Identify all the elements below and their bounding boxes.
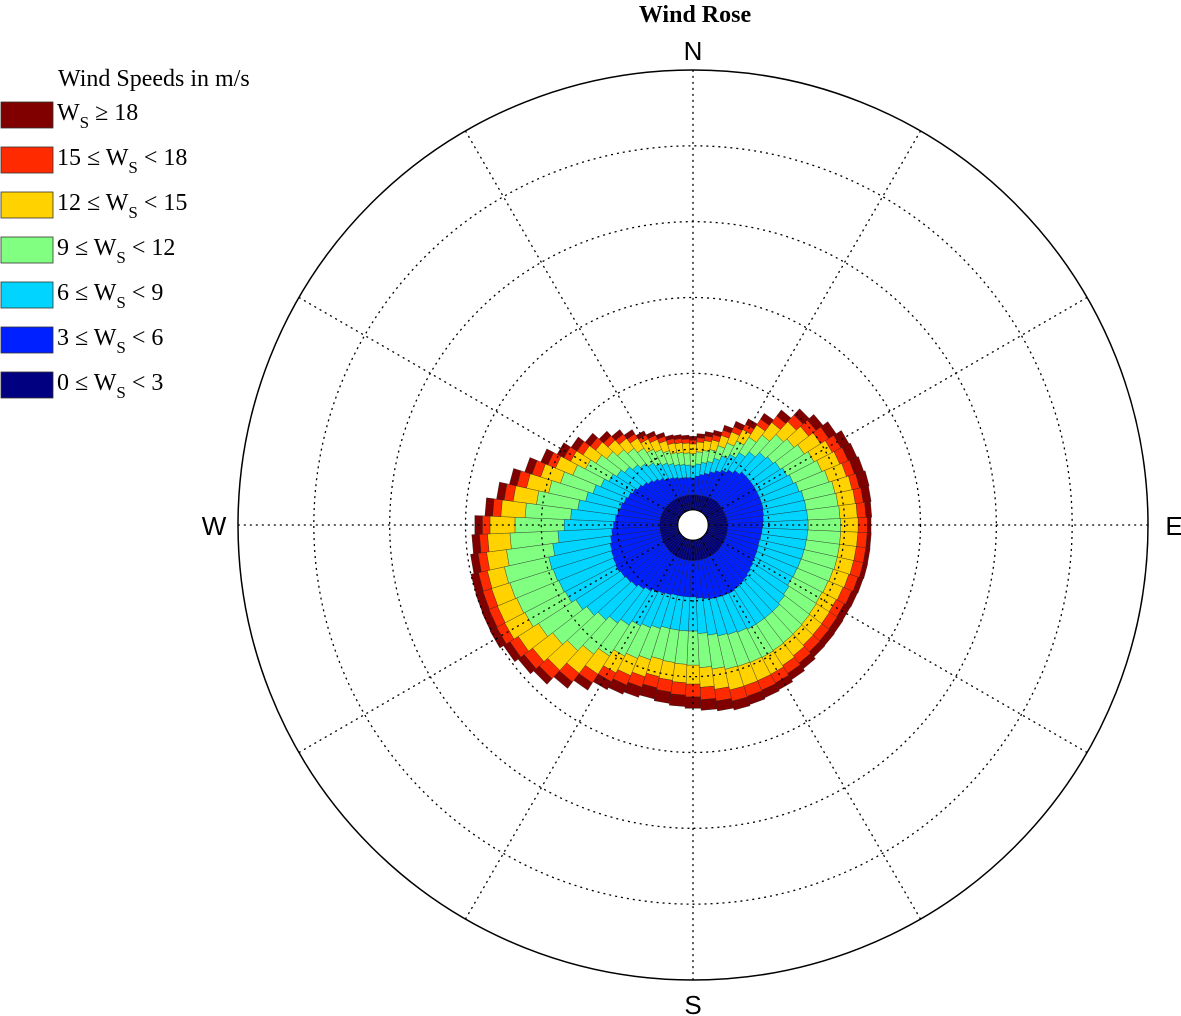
rose-segment-15-18: [855, 502, 867, 519]
rose-segment->=18: [669, 693, 686, 707]
legend-label: 6 ≤ WS < 9: [57, 280, 163, 312]
rose-segment->=18: [715, 698, 734, 712]
direction-label-n: N: [684, 36, 703, 66]
rose-segment-12-15: [839, 531, 859, 547]
rose-segment->=18: [696, 433, 706, 439]
legend-swatch: [0, 191, 54, 219]
legend-label: WS ≥ 18: [57, 100, 138, 132]
rose-segment->=18: [635, 430, 647, 440]
grid-spoke: [464, 130, 686, 513]
rose-segment-15-18: [699, 685, 717, 700]
polar-grid: [238, 70, 1148, 980]
rose-segment->=18: [859, 562, 868, 580]
rose-segment->=18: [655, 432, 666, 440]
grid-spoke: [700, 537, 922, 920]
direction-label-s: S: [684, 990, 701, 1016]
legend-entry: 0 ≤ WS < 3: [0, 370, 163, 402]
rose-segment->=18: [855, 470, 870, 489]
legend-swatch: [0, 146, 54, 174]
grid-spoke: [298, 296, 681, 518]
rose-segment->=18: [845, 590, 858, 608]
rose-segment->=18: [584, 432, 598, 447]
chart-title: Wind Rose: [639, 2, 752, 28]
grid-ring: [464, 296, 922, 754]
legend-entry: WS ≥ 18: [0, 100, 138, 132]
rose-segment->=18: [524, 457, 538, 475]
rose-segment-15-18: [856, 532, 868, 548]
rose-segment->=18: [611, 429, 624, 441]
rose-segment->=18: [475, 591, 490, 613]
legend-swatch: [0, 101, 54, 129]
grid-spoke: [705, 532, 1088, 754]
rose-segment->=18: [731, 696, 751, 711]
legend-entry: 9 ≤ WS < 12: [0, 235, 175, 267]
rose-segment->=18: [540, 448, 554, 466]
legend-swatch: [0, 326, 54, 354]
rose-segment->=18: [484, 497, 495, 517]
rose-segment->=18: [509, 468, 522, 487]
grid-ring: [540, 372, 846, 678]
legend-label: 9 ≤ WS < 12: [57, 235, 175, 267]
rose-segment->=18: [470, 553, 482, 574]
legend-label: 15 ≤ WS < 18: [57, 145, 187, 177]
legend-label: 12 ≤ WS < 15: [57, 190, 187, 222]
outer-ring: [237, 69, 1149, 981]
rose-segment->=18: [470, 572, 484, 594]
rose-segment->=18: [681, 434, 690, 440]
grid-spoke: [464, 537, 686, 920]
rose-segment-15-18: [670, 681, 687, 696]
direction-label-w: W: [202, 511, 227, 541]
rose-segment->=18: [623, 429, 636, 440]
legend-entry: 15 ≤ WS < 18: [0, 145, 187, 177]
legend-label: 3 ≤ WS < 6: [57, 325, 163, 357]
rose-segment->=18: [700, 698, 718, 711]
rose-segment-15-18: [482, 515, 491, 535]
rose-segment-12-15: [838, 503, 858, 519]
rose-segment->=18: [645, 430, 656, 439]
rose-segment->=18: [852, 576, 864, 594]
rose-segment->=18: [664, 434, 675, 441]
rose-segment->=18: [653, 689, 672, 704]
direction-label-e: E: [1165, 511, 1181, 541]
legend-entry: 3 ≤ WS < 6: [0, 325, 163, 357]
legend-title: Wind Speeds in m/s: [58, 66, 250, 92]
rose-segment->=18: [496, 481, 508, 501]
legend-label: 0 ≤ WS < 3: [57, 370, 163, 402]
rose-segment->=18: [864, 501, 872, 518]
rose-segment-12-15: [682, 442, 691, 454]
legend-swatch: [0, 236, 54, 264]
legend-entry: 12 ≤ WS < 15: [0, 190, 187, 222]
grid-ring: [313, 145, 1073, 905]
rose-segment->=18: [489, 627, 507, 649]
rose-segment->=18: [556, 442, 571, 459]
legend-entries: WS ≥ 18 15 ≤ WS < 18 12 ≤ WS < 15 9 ≤ WS < …: [0, 100, 187, 402]
rose-bars: [470, 408, 872, 712]
legend-swatch: [0, 371, 54, 399]
legend: Wind Speeds in m/s WS ≥ 18 15 ≤ WS < 18 12…: [0, 66, 250, 402]
rose-segment-12-15: [840, 517, 859, 533]
legend-entry: 6 ≤ WS < 9: [0, 280, 163, 312]
grid-spoke: [705, 296, 1088, 518]
legend-swatch: [0, 281, 54, 309]
grid-spoke: [298, 532, 681, 754]
rose-segment-12-15: [487, 532, 512, 553]
rose-segment->=18: [673, 434, 682, 440]
rose-segment->=18: [481, 609, 498, 631]
rose-segment->=18: [471, 534, 482, 555]
rose-segment->=18: [570, 436, 585, 452]
grid-spoke: [700, 130, 922, 513]
rose-segment-15-18: [492, 498, 503, 517]
center-hole: [677, 509, 709, 541]
rose-segment->=18: [860, 485, 872, 503]
rose-segment->=18: [598, 430, 612, 444]
